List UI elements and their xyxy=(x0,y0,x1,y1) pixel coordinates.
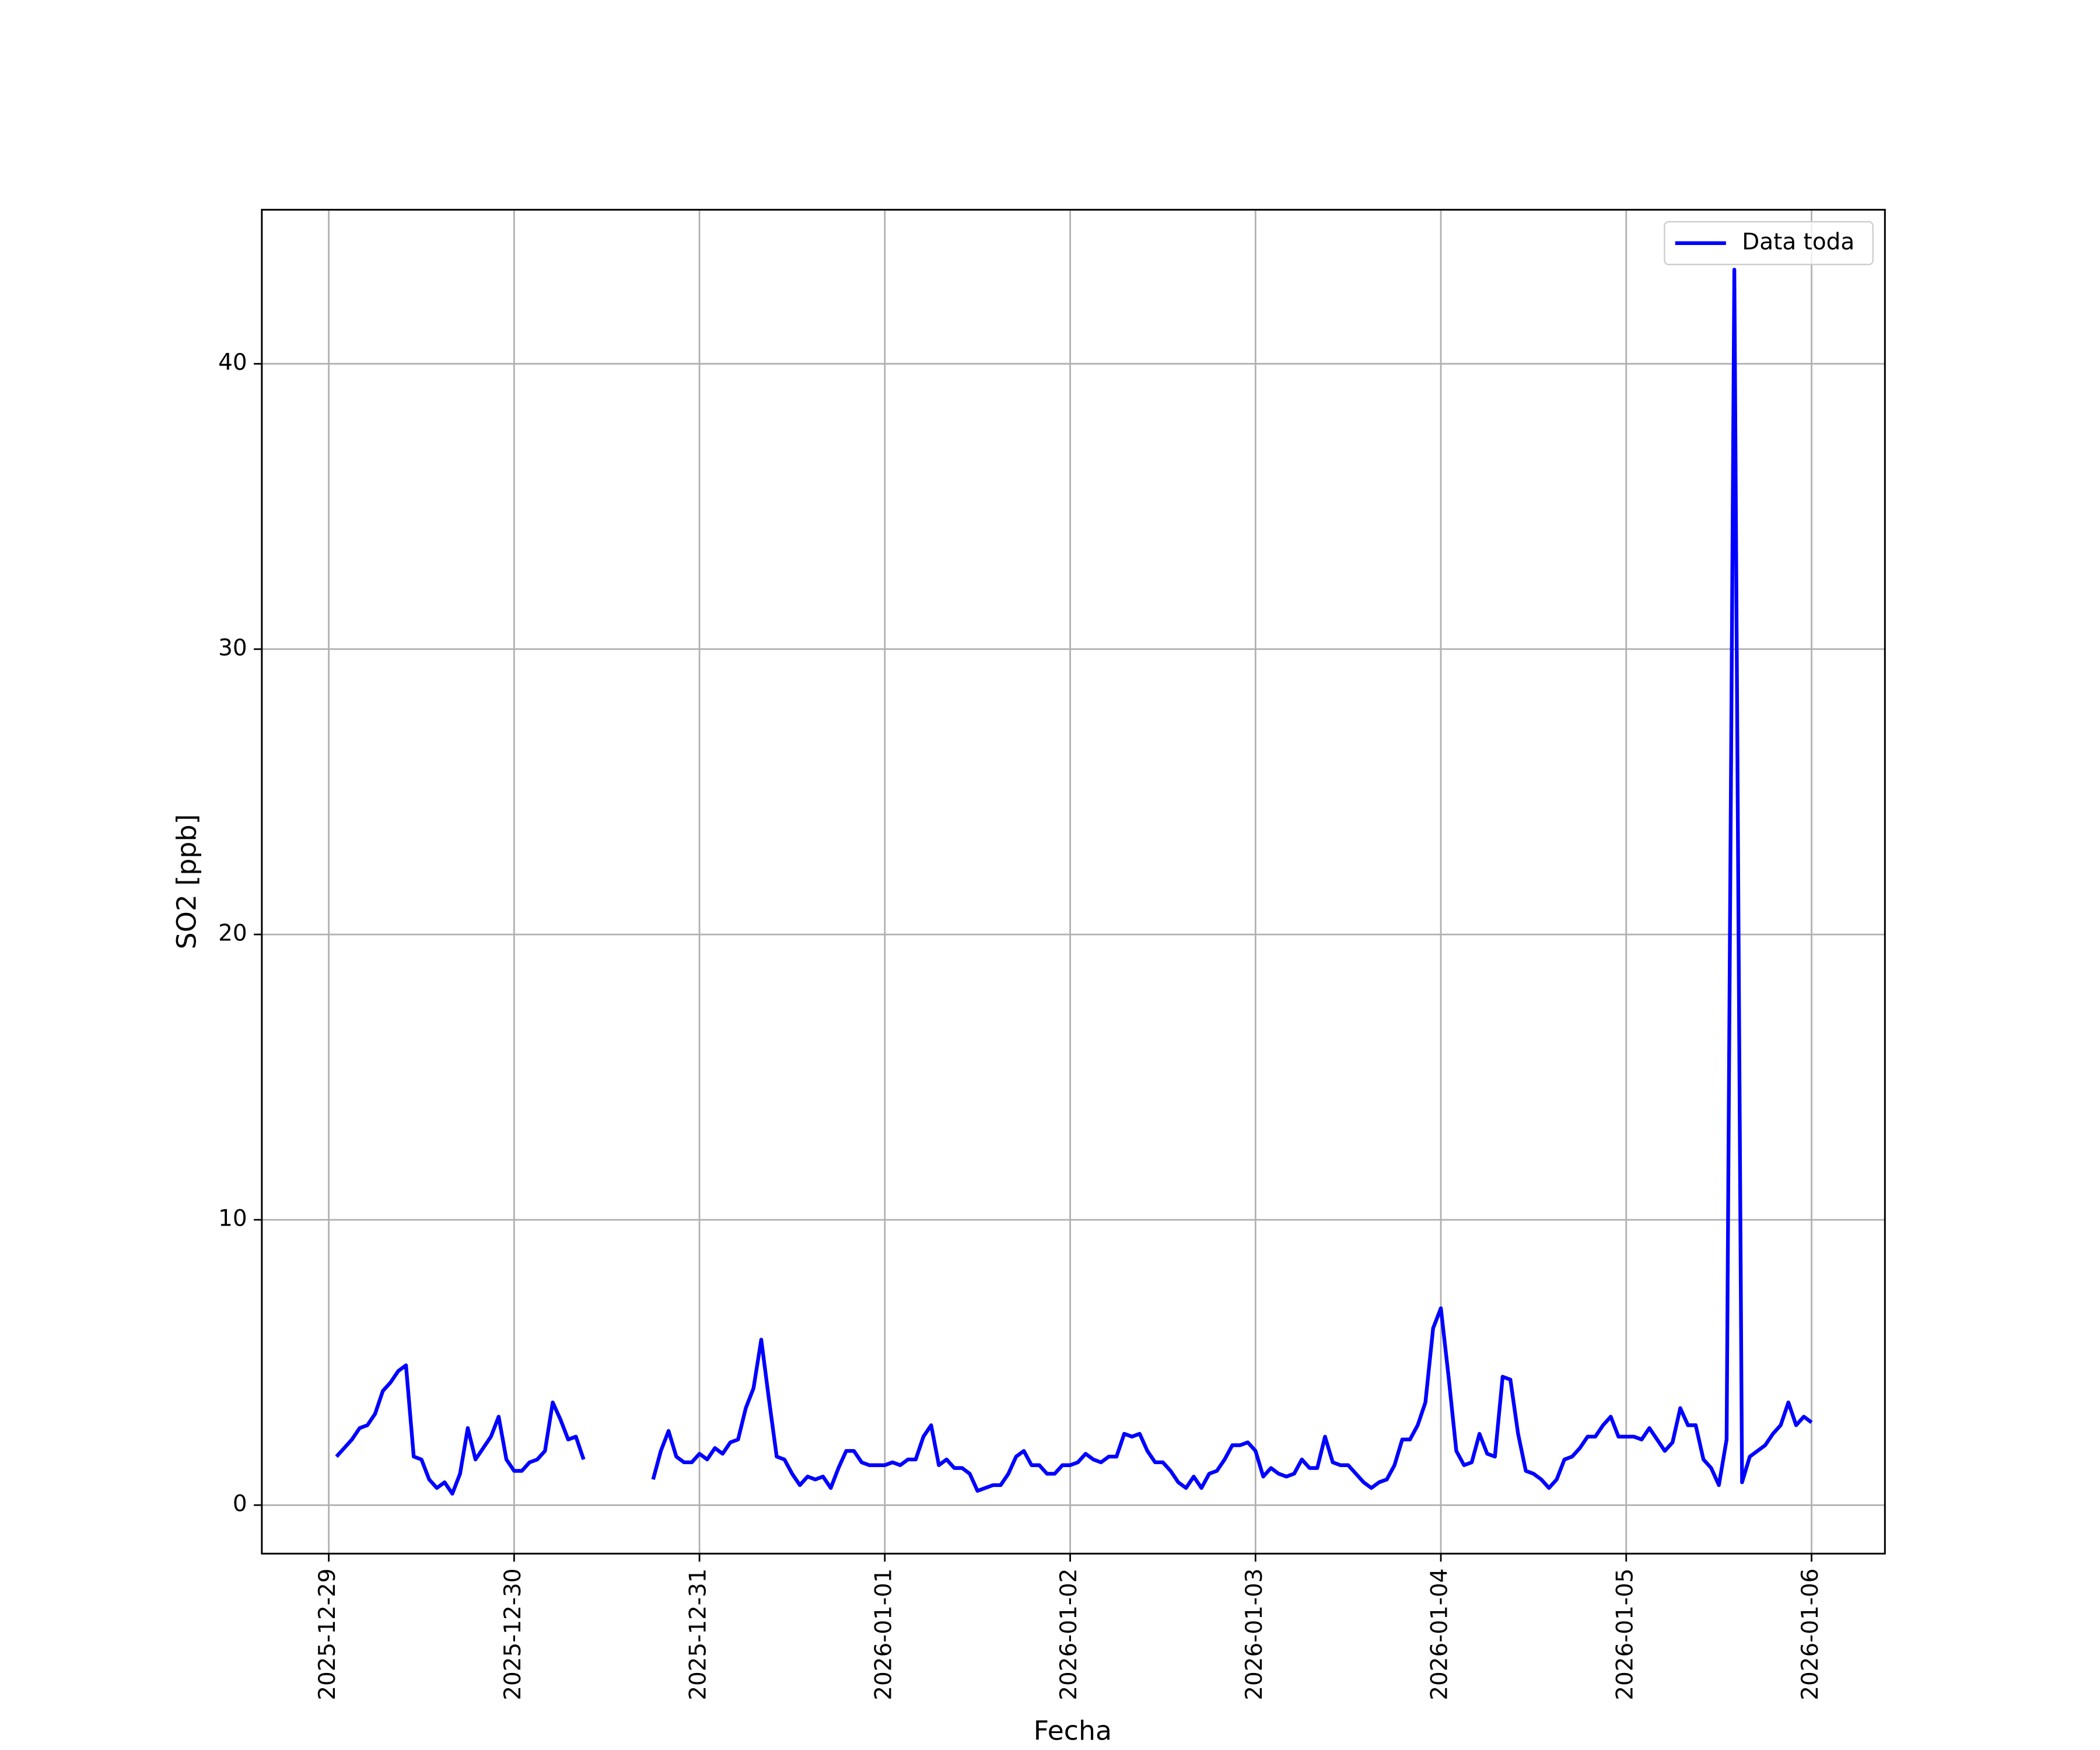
data-line xyxy=(335,268,1813,1496)
y-axis-label: SO2 [ppb] xyxy=(170,814,202,950)
y-tick-label: 10 xyxy=(218,1206,247,1232)
x-tick-label: 2025-12-31 xyxy=(685,1569,712,1700)
x-tick-label: 2026-01-04 xyxy=(1427,1569,1453,1700)
y-tick-label: 20 xyxy=(218,920,247,946)
x-tick-label: 2026-01-02 xyxy=(1056,1569,1082,1700)
y-tick-label: 30 xyxy=(218,635,247,661)
y-tick-label: 0 xyxy=(233,1491,247,1517)
x-tick-label: 2025-12-30 xyxy=(500,1569,526,1700)
x-axis-label: Fecha xyxy=(1034,1715,1112,1746)
x-tick-label: 2026-01-05 xyxy=(1612,1569,1638,1700)
y-tick-label: 40 xyxy=(218,349,247,376)
plot-frame xyxy=(261,209,1886,1555)
x-tick-label: 2026-01-03 xyxy=(1241,1569,1268,1700)
x-tick-label: 2026-01-01 xyxy=(870,1569,897,1700)
legend-box xyxy=(1664,221,1874,265)
x-tick-label: 2026-01-06 xyxy=(1797,1569,1824,1700)
x-tick-label: 2025-12-29 xyxy=(314,1569,341,1700)
legend-label: Data toda xyxy=(1742,229,1854,255)
